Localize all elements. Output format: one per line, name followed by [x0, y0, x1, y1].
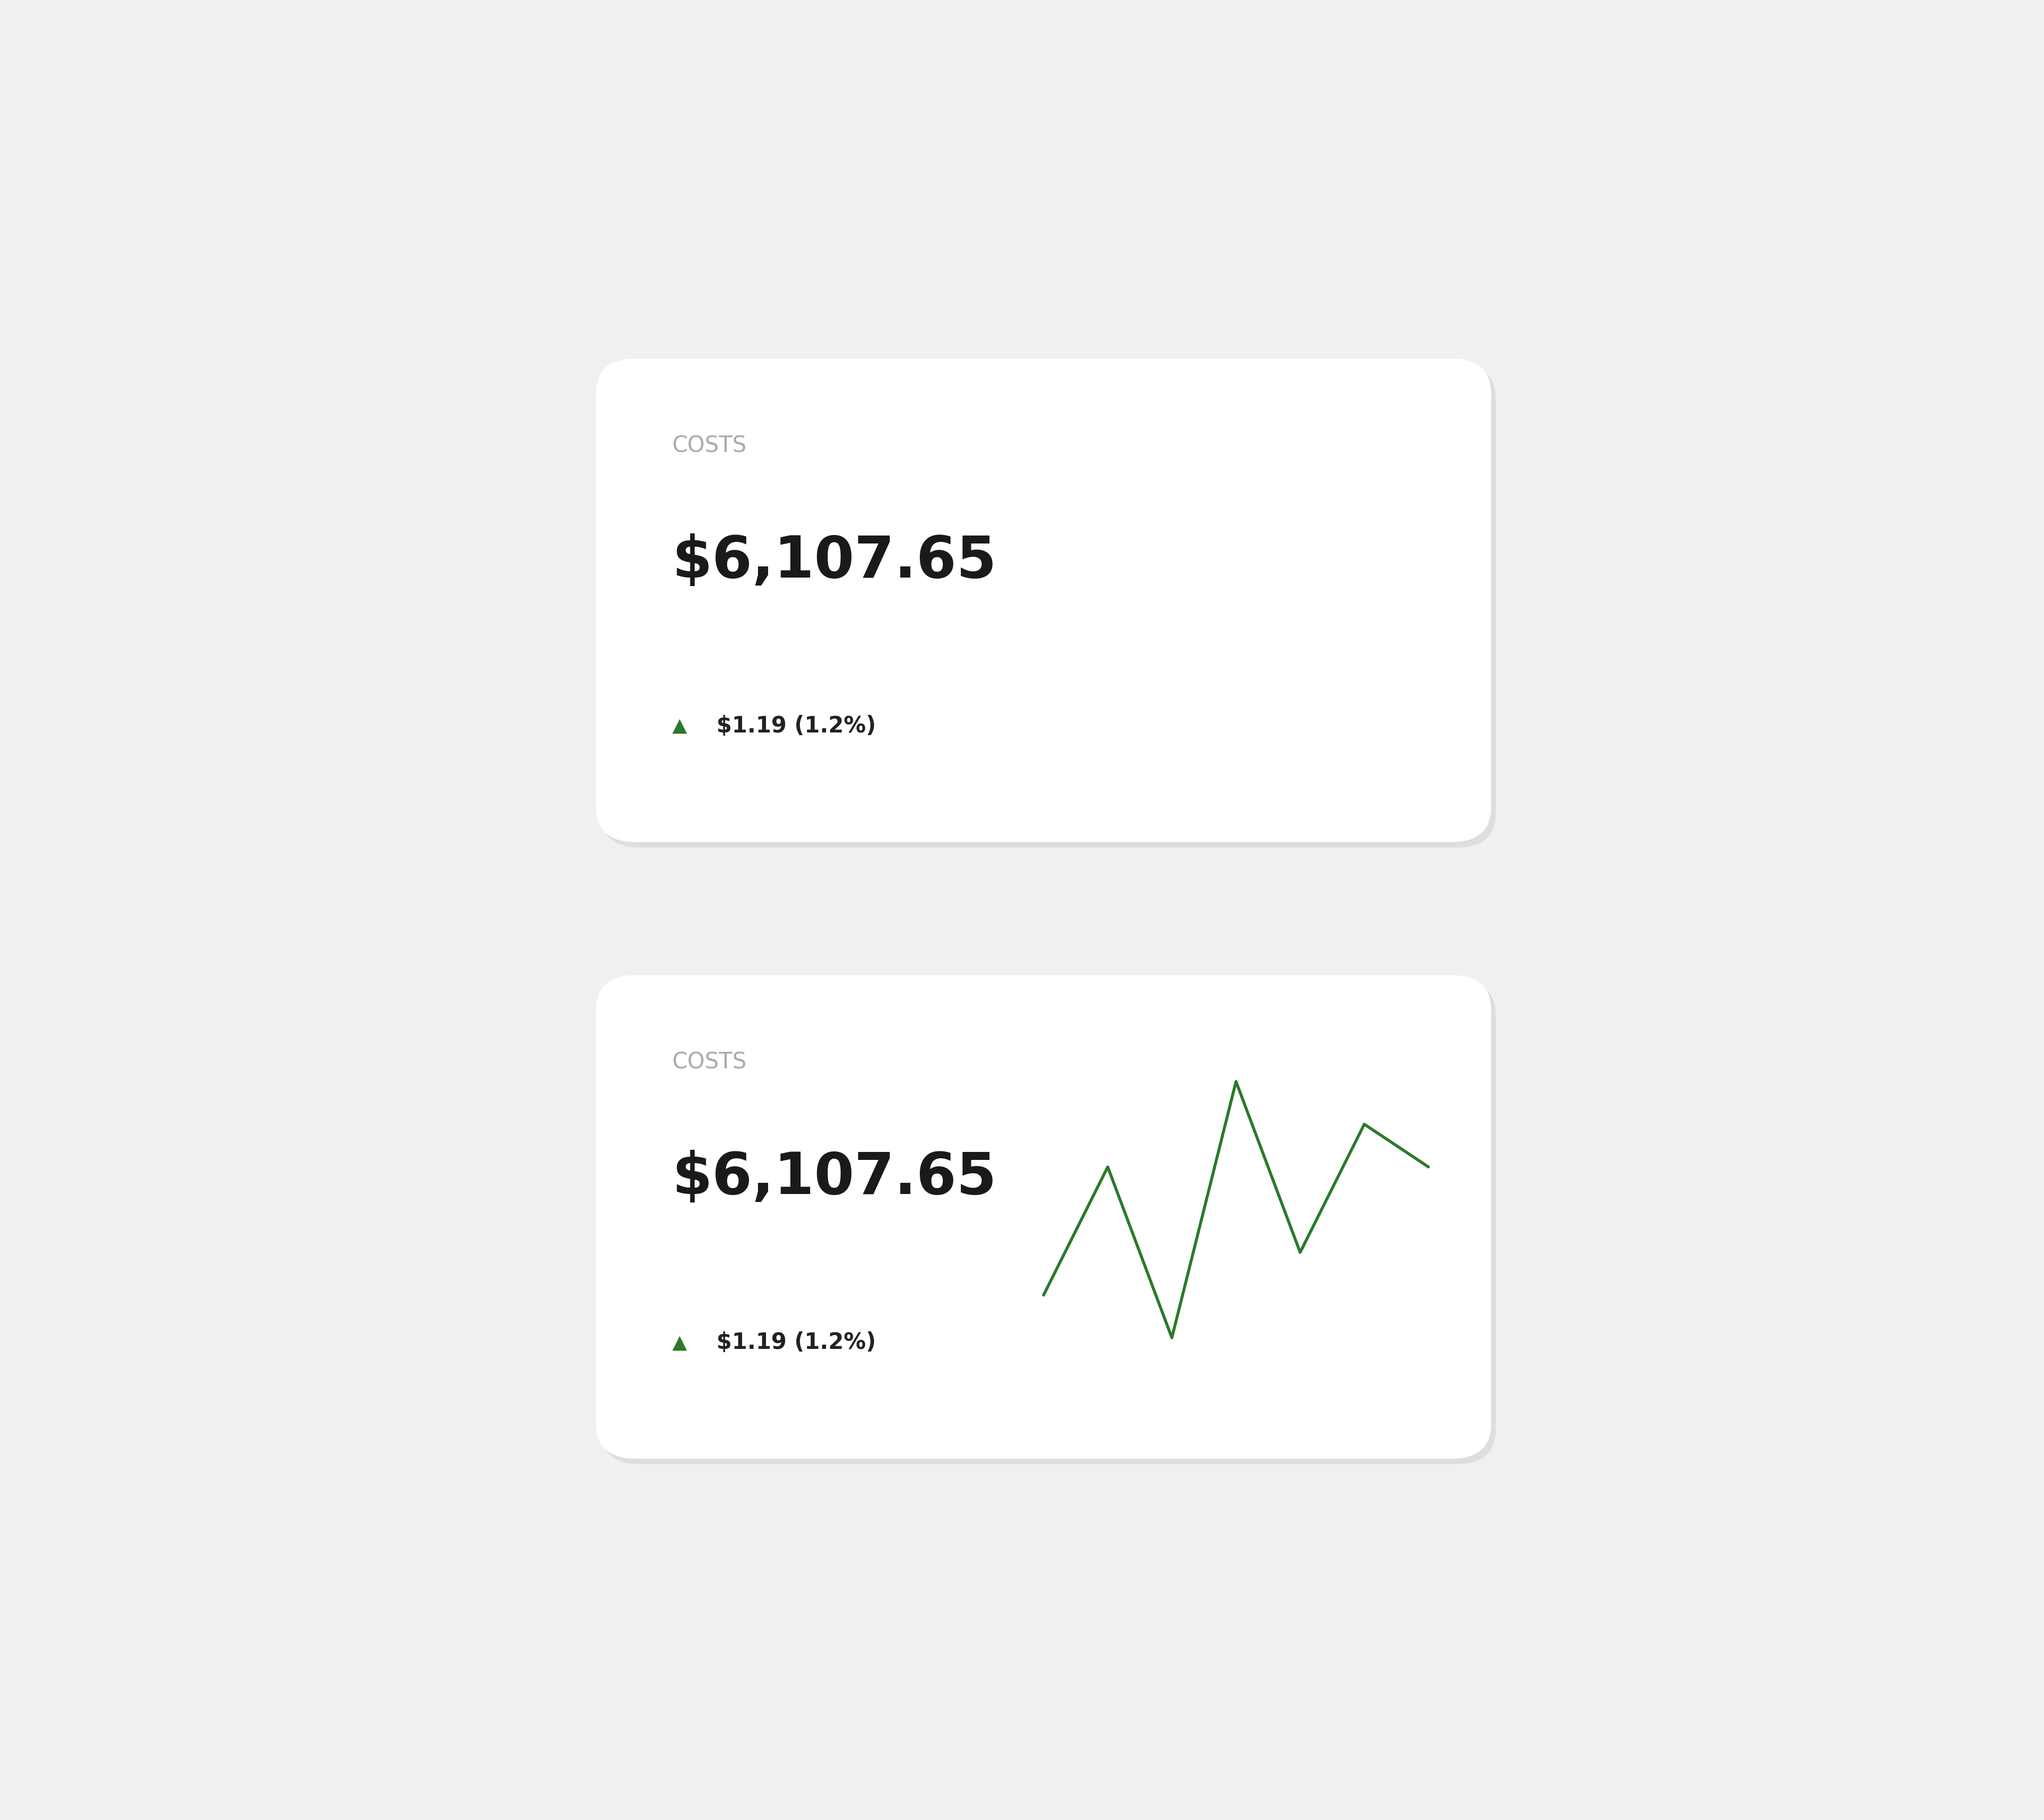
FancyBboxPatch shape [601, 364, 1496, 848]
Text: COSTS: COSTS [672, 1050, 746, 1074]
Text: $1.19 (1.2%): $1.19 (1.2%) [717, 1332, 877, 1354]
FancyBboxPatch shape [597, 976, 1490, 1458]
Text: $1.19 (1.2%): $1.19 (1.2%) [717, 715, 877, 737]
Text: COSTS: COSTS [672, 435, 746, 457]
FancyBboxPatch shape [601, 981, 1496, 1465]
Text: ▲: ▲ [672, 1334, 687, 1352]
Text: $6,107.65: $6,107.65 [672, 1150, 997, 1207]
FancyBboxPatch shape [597, 359, 1490, 843]
Text: ▲: ▲ [672, 717, 687, 735]
Text: $6,107.65: $6,107.65 [672, 533, 997, 590]
